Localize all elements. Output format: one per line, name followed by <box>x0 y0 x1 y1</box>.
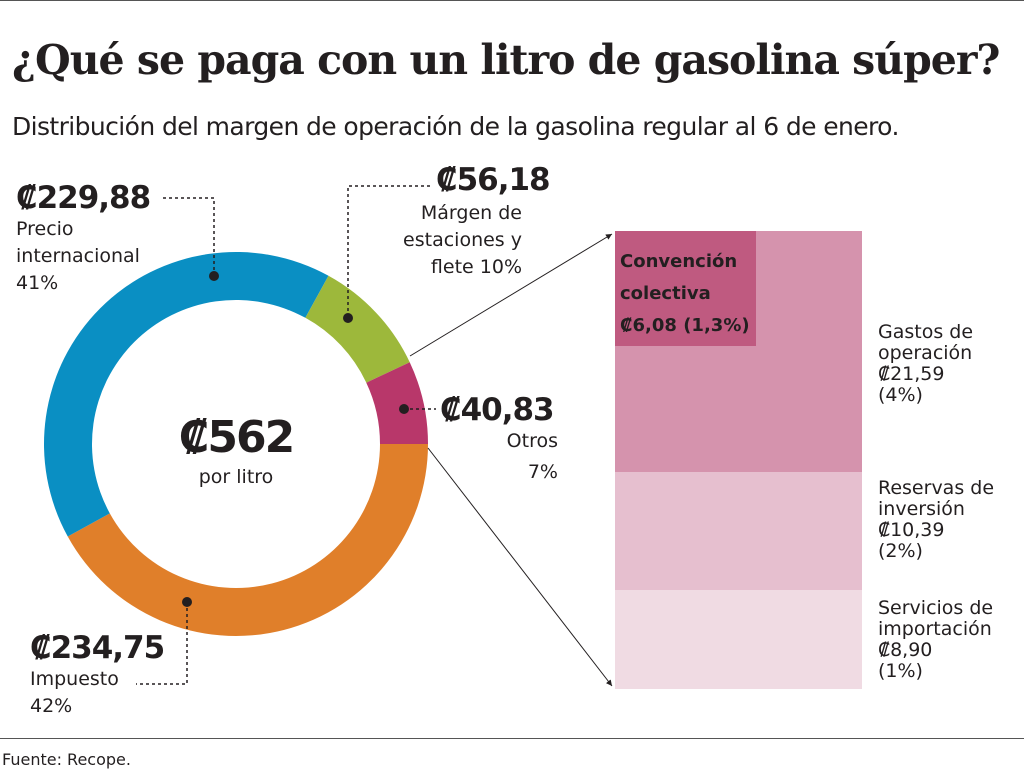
source-note: Fuente: Recope. <box>2 750 131 769</box>
otros-name: Otros <box>506 430 558 452</box>
reservas-line: ₡10,39 <box>878 519 945 541</box>
gastos-label: Gastos de operación ₡21,59 (4%) <box>878 322 973 406</box>
otros-label: Otros 7% <box>470 428 558 486</box>
precio-value: ₡229,88 <box>16 180 151 216</box>
arrow-bottom <box>427 447 613 687</box>
impuesto-percent: 42% <box>30 695 73 717</box>
convencion-label: Convención colectiva ₡6,08 (1,3%) <box>620 246 750 342</box>
reservas-line: (2%) <box>878 540 923 562</box>
bottom-rule <box>0 738 1024 739</box>
top-rule <box>0 0 1024 1</box>
chart-subtitle: Distribución del margen de operación de … <box>12 112 899 141</box>
gastos-line: (4%) <box>878 384 923 406</box>
convencion-line: ₡6,08 (1,3%) <box>620 315 750 336</box>
convencion-line: colectiva <box>620 283 711 304</box>
segment-servicios <box>615 590 862 689</box>
precio-name: Precio internacional <box>16 218 140 267</box>
margen-value: ₡56,18 <box>436 162 551 198</box>
dot-precio <box>209 271 219 281</box>
servicios-label: Servicios de importación ₡8,90 (1%) <box>878 598 993 682</box>
segment-reservas <box>615 472 862 590</box>
leader-precio <box>163 197 215 276</box>
impuesto-name: Impuesto <box>30 668 119 690</box>
center-total: ₡562 <box>178 412 295 463</box>
servicios-line: ₡8,90 <box>878 639 933 661</box>
gastos-line: ₡21,59 <box>878 363 945 385</box>
center-label: por litro <box>198 466 274 488</box>
arrow-top <box>409 233 613 357</box>
reservas-label: Reservas de inversión ₡10,39 (2%) <box>878 478 994 562</box>
gastos-line: operación <box>878 342 973 364</box>
gastos-line: Gastos de <box>878 321 974 343</box>
reservas-line: inversión <box>878 498 965 520</box>
precio-label: Precio internacional 41% <box>16 216 156 297</box>
donut-slices <box>43 252 428 637</box>
margen-percent: 10% <box>479 256 522 278</box>
reservas-line: Reservas de <box>878 477 995 499</box>
donut-slice-impuesto <box>67 444 428 637</box>
convencion-line: Convención <box>620 251 738 272</box>
dot-margen <box>343 313 353 323</box>
leader-lines <box>136 185 436 685</box>
leader-margen <box>347 185 430 318</box>
otros-value: ₡40,83 <box>440 392 555 428</box>
servicios-line: Servicios de <box>878 597 994 619</box>
margen-name: Márgen de estaciones y flete <box>403 202 522 278</box>
impuesto-label: Impuesto 42% <box>30 666 119 720</box>
precio-percent: 41% <box>16 272 59 294</box>
impuesto-value: ₡234,75 <box>30 630 165 666</box>
dot-otros <box>399 404 409 414</box>
segment-convencion <box>615 231 756 346</box>
servicios-line: (1%) <box>878 660 923 682</box>
servicios-line: importación <box>878 618 992 640</box>
margen-label: Márgen de estaciones y flete 10% <box>390 200 522 281</box>
donut-slice-precio-internacional <box>43 252 329 537</box>
donut-slice-otros <box>366 362 428 444</box>
leader-impuesto <box>136 602 188 685</box>
donut-slice-m-rgen-de-estaciones-y-flete <box>305 275 410 383</box>
chart-title: ¿Qué se paga con un litro de gasolina sú… <box>12 36 1000 84</box>
leader-dots <box>182 271 409 607</box>
dot-impuesto <box>182 597 192 607</box>
otros-percent: 7% <box>527 461 558 483</box>
